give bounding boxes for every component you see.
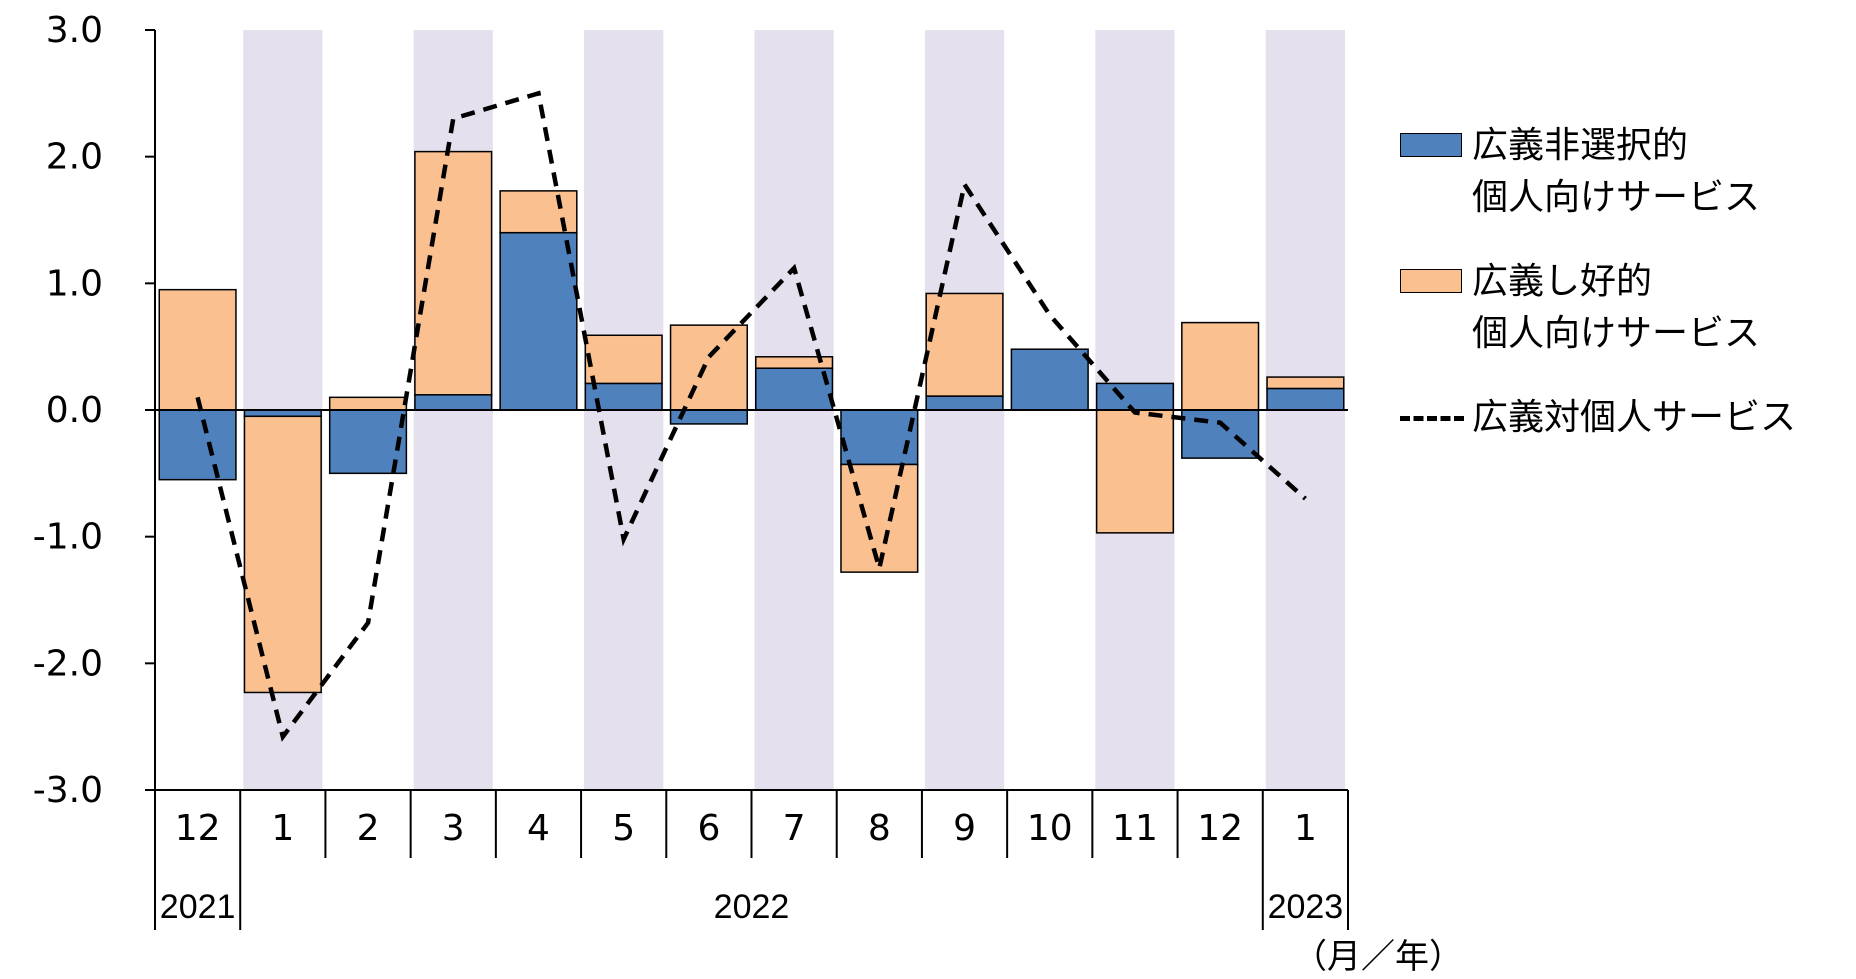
total-series-line <box>195 90 1307 742</box>
category-label: 7 <box>783 808 806 849</box>
bar-segment <box>243 415 322 694</box>
bar-segment <box>925 292 1004 397</box>
bar-segment <box>328 396 408 411</box>
y-tick-label: 2.0 <box>46 137 103 178</box>
bar-segment <box>1010 348 1089 411</box>
bar-segment <box>158 288 237 411</box>
bar-segment <box>840 463 919 573</box>
bar-segment <box>499 231 578 411</box>
bar-segment <box>669 324 748 411</box>
category-label: 12 <box>1197 808 1243 849</box>
y-tick-label: -2.0 <box>33 643 103 684</box>
category-label: 12 <box>175 808 221 849</box>
category-label: 8 <box>868 808 891 849</box>
bar-segment <box>414 150 493 396</box>
category-label: 10 <box>1027 808 1073 849</box>
legend-swatch-discretionary <box>1400 269 1462 293</box>
legend-item-total: 広義対個人サービス <box>1400 392 1850 444</box>
bar-segment <box>840 409 919 466</box>
legend-label-total: 広義対個人サービス <box>1472 397 1797 438</box>
category-label: 9 <box>953 808 976 849</box>
legend-swatch-nonselective <box>1400 133 1462 157</box>
y-tick-label: 0.0 <box>46 390 103 431</box>
year-label: 2021 <box>160 888 236 926</box>
legend-label-line2: 個人向けサービス <box>1472 177 1761 218</box>
bar-segment <box>1095 409 1175 534</box>
legend: 広義非選択的 個人向けサービス 広義し好的 個人向けサービス 広義対個人サービス <box>1400 120 1850 476</box>
bar-segment <box>1095 382 1175 411</box>
bar-segment <box>755 367 834 411</box>
x-unit-label: （月／年） <box>1293 937 1463 977</box>
y-tick-label: 3.0 <box>46 10 103 51</box>
year-label: 2023 <box>1268 888 1344 926</box>
bar-segment <box>755 356 834 369</box>
tick-labels: 3.02.01.00.0-1.0-2.0-3.012 1 2 3 4 5 6 7 8 9 10 11 1… <box>33 10 1463 977</box>
bar-segment <box>414 394 493 411</box>
category-label: 2 <box>357 808 380 849</box>
y-tick-label: -1.0 <box>33 517 103 558</box>
category-label: 1 <box>1294 808 1317 849</box>
bar-segment <box>584 334 663 385</box>
bar-segment <box>158 409 237 481</box>
legend-label-line2: 個人向けサービス <box>1472 313 1761 354</box>
year-label: 2022 <box>714 888 790 926</box>
bar-segment <box>1181 321 1260 411</box>
bar-segment <box>1266 387 1345 411</box>
category-label: 3 <box>442 808 465 849</box>
total-line <box>195 90 1307 742</box>
bar-segment <box>1266 376 1345 390</box>
legend-dash-total <box>1400 416 1464 421</box>
category-label: 11 <box>1112 808 1158 849</box>
legend-label-line1: 広義し好的 <box>1472 261 1653 302</box>
legend-item-discretionary: 広義し好的 個人向けサービス <box>1400 256 1850 360</box>
legend-item-nonselective: 広義非選択的 個人向けサービス <box>1400 120 1850 224</box>
y-tick-label: -3.0 <box>33 770 103 811</box>
category-label: 5 <box>612 808 635 849</box>
axes <box>145 29 1349 930</box>
category-label: 6 <box>697 808 720 849</box>
y-tick-label: 1.0 <box>46 263 103 304</box>
bar-segment <box>925 395 1004 411</box>
category-label: 1 <box>271 808 294 849</box>
legend-label-line1: 広義非選択的 <box>1472 125 1689 166</box>
category-label: 4 <box>527 808 550 849</box>
bar-segment <box>1181 409 1260 459</box>
bars <box>158 150 1345 694</box>
